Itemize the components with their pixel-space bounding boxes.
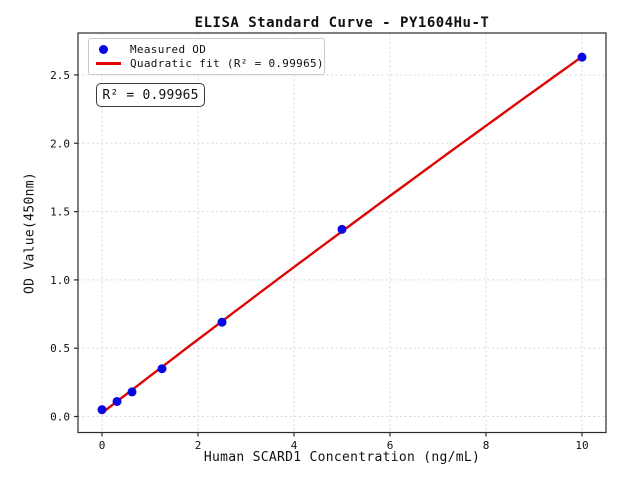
svg-text:6: 6 bbox=[387, 439, 394, 452]
svg-text:1.0: 1.0 bbox=[50, 274, 70, 287]
svg-text:4: 4 bbox=[291, 439, 298, 452]
legend-swatch-area bbox=[96, 44, 121, 54]
blue-dot-marker-icon bbox=[99, 44, 108, 54]
r-squared-annotation: R² = 0.99965 bbox=[96, 83, 205, 107]
red-line-marker-icon bbox=[96, 62, 121, 66]
svg-text:0: 0 bbox=[99, 439, 106, 452]
svg-text:2.5: 2.5 bbox=[50, 69, 70, 82]
legend-label-quadratic-fit: Quadratic fit (R² = 0.99965) bbox=[130, 57, 324, 71]
legend-label-measured-od: Measured OD bbox=[130, 42, 207, 56]
legend-item-quadratic-fit: Quadratic fit (R² = 0.99965) bbox=[96, 57, 324, 72]
svg-text:2.0: 2.0 bbox=[50, 137, 70, 150]
x-axis-label: Human SCARD1 Concentration (ng/mL) bbox=[203, 450, 481, 465]
svg-text:1.5: 1.5 bbox=[50, 206, 70, 219]
legend-swatch-area bbox=[96, 62, 121, 66]
y-axis-label: OD Value(450nm) bbox=[22, 172, 38, 294]
svg-text:0.0: 0.0 bbox=[50, 411, 70, 424]
chart-title: ELISA Standard Curve - PY1604Hu-T bbox=[194, 15, 490, 31]
svg-text:10: 10 bbox=[575, 439, 588, 452]
svg-text:8: 8 bbox=[483, 439, 490, 452]
svg-text:0.5: 0.5 bbox=[50, 342, 70, 355]
legend-item-measured-od: Measured OD bbox=[96, 42, 317, 57]
svg-text:2: 2 bbox=[195, 439, 202, 452]
legend: Measured OD Quadratic fit (R² = 0.99965) bbox=[88, 38, 325, 75]
